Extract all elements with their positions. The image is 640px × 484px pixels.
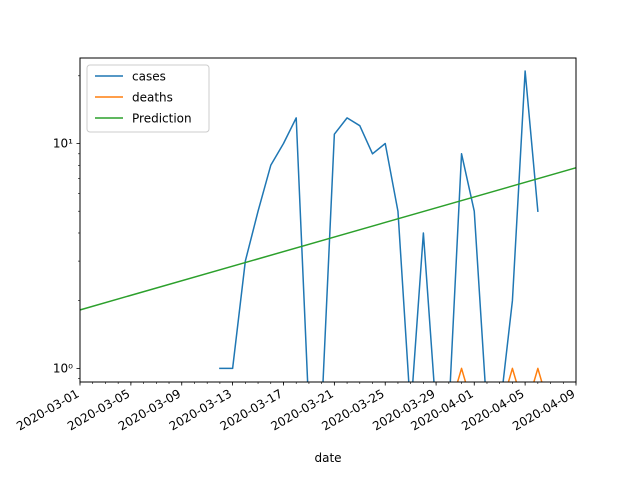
- y-axis: 10⁰ 10¹: [53, 75, 80, 379]
- plot-frame: [79, 57, 577, 383]
- y-tick-label: 10¹: [53, 137, 73, 151]
- x-axis: 2020-03-012020-03-052020-03-092020-03-13…: [14, 382, 578, 433]
- series-line-prediction: [80, 166, 576, 311]
- y-tick-label: 10⁰: [53, 361, 73, 375]
- x-axis-label: date: [314, 451, 341, 465]
- legend-label: Prediction: [132, 112, 192, 126]
- series-line-deaths: [456, 367, 543, 382]
- legend: cases deaths Prediction: [86, 64, 210, 133]
- series-line-cases: [219, 70, 539, 382]
- series-layer: [80, 70, 576, 382]
- legend-box: [86, 64, 210, 133]
- legend-label: deaths: [132, 91, 173, 105]
- legend-label: cases: [132, 70, 166, 84]
